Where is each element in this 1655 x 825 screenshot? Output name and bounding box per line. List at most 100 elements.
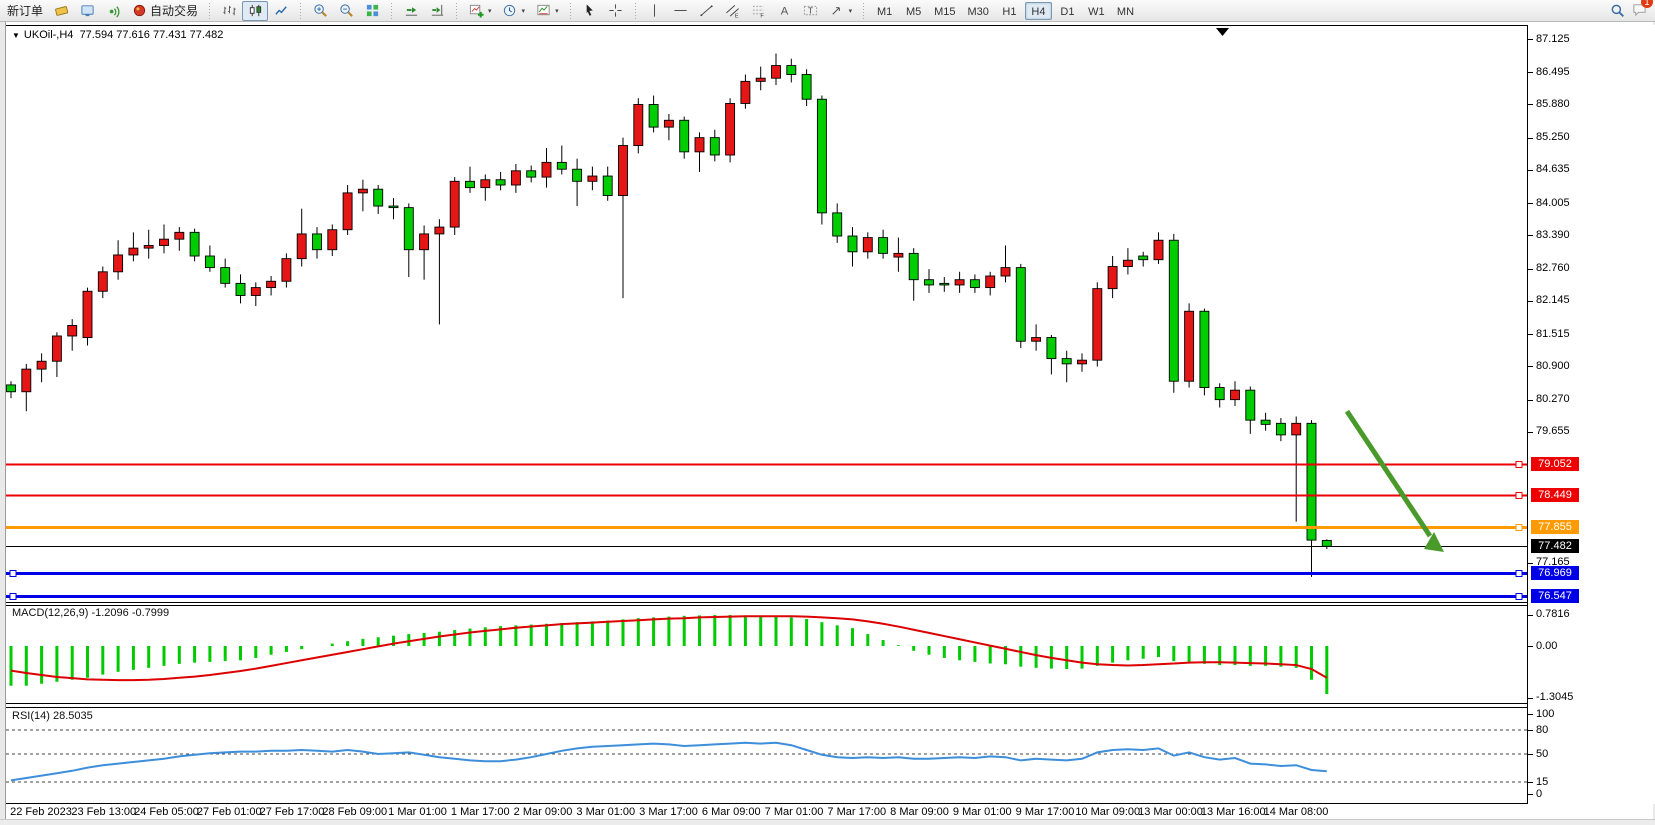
vertical-line-button[interactable]	[642, 1, 668, 21]
candle-body	[526, 170, 537, 178]
price-tick	[1528, 39, 1533, 40]
periods-button[interactable]: ▾	[497, 1, 531, 21]
text-button[interactable]: A	[772, 1, 798, 21]
rsi-panel[interactable]	[6, 707, 1527, 804]
equidistant-channel-button[interactable]: E	[720, 1, 746, 21]
candle-body	[82, 290, 93, 339]
timeframe-button-h1[interactable]: H1	[1002, 5, 1017, 18]
candle-body	[159, 238, 169, 246]
toolbar-separator	[632, 2, 638, 19]
time-axis[interactable]: 22 Feb 2023 23 Feb 13:00 24 Feb 05:00 27 Fe…	[6, 804, 1527, 819]
periods-caret-icon[interactable]: ▾	[521, 7, 526, 15]
price-tick	[1528, 235, 1533, 237]
timeframe-button-d1[interactable]: D1	[1060, 5, 1075, 18]
candle-body	[266, 280, 277, 289]
auto-scroll-button[interactable]	[398, 1, 424, 21]
market-watch-button[interactable]	[74, 1, 100, 21]
timeframe-button-mn[interactable]: MN	[1116, 5, 1135, 18]
price-tick	[1528, 169, 1533, 171]
candle-body	[541, 161, 552, 178]
templates-button[interactable]: ▾	[530, 1, 564, 21]
time-axis-label: 27 Feb 17:00	[259, 806, 325, 818]
price-axis[interactable]: 87.125 86.495 85.880 85.250 84.635 84.005 83.3…	[1527, 25, 1655, 804]
notification-badge: 1	[1641, 0, 1653, 9]
trendline-button[interactable]	[694, 1, 720, 21]
timeframe-button-m1[interactable]: M1	[876, 5, 893, 18]
candle-body	[21, 368, 32, 393]
candle-body	[939, 282, 950, 286]
arrows-button[interactable]: ▾	[824, 1, 858, 21]
templates-caret-icon[interactable]: ▾	[555, 7, 559, 15]
line-chart-icon	[273, 3, 289, 19]
toolbar-separator	[454, 2, 460, 19]
fibonacci-button[interactable]: F	[746, 1, 772, 21]
macd-signal-line	[10, 615, 1328, 682]
candle-body	[1291, 422, 1302, 436]
price-tick-label: 82.760	[1536, 262, 1570, 275]
candle-body	[434, 226, 445, 235]
rsi-label: RSI(14) 28.5035	[12, 710, 93, 722]
price-tick	[1528, 203, 1533, 205]
timeframe-button-m15[interactable]: M15	[934, 5, 956, 18]
price-tick-label: 82.145	[1536, 294, 1570, 307]
candle-body	[709, 137, 720, 156]
price-chart-panel[interactable]	[6, 25, 1527, 603]
arrows-caret-icon[interactable]: ▾	[848, 7, 853, 15]
price-tick-label: 77.165	[1536, 556, 1570, 569]
price-tick	[1528, 137, 1533, 139]
horizontal-line-button[interactable]	[668, 1, 694, 21]
tile-windows-button[interactable]	[359, 1, 385, 21]
candle-body	[1153, 239, 1164, 261]
text-label-button[interactable]: T	[798, 1, 824, 21]
new-order-button[interactable]: 新订单	[2, 1, 48, 21]
toolbar-separator	[298, 2, 304, 19]
add-indicator-button[interactable]: ▾	[463, 1, 497, 21]
cursor-button[interactable]	[577, 1, 603, 21]
chart-shift-button[interactable]	[424, 1, 450, 21]
equidistant-channel-icon: E	[725, 3, 741, 19]
candle-body	[327, 229, 338, 251]
price-tick	[1528, 697, 1533, 699]
candle-body	[878, 237, 889, 254]
search-icon[interactable]	[1609, 3, 1625, 19]
zoom-in-button[interactable]	[307, 1, 333, 21]
price-tick	[1528, 104, 1533, 106]
candle-body	[771, 65, 781, 79]
candle-body	[143, 245, 154, 249]
add-indicator-caret-icon[interactable]: ▾	[488, 7, 492, 15]
crosshair-button[interactable]	[603, 1, 629, 21]
timeframe-button-m5[interactable]: M5	[905, 5, 922, 18]
chart-shift-icon	[429, 3, 445, 19]
data-window-button[interactable]	[48, 1, 74, 21]
candle-body	[388, 205, 399, 209]
timeframe-button-m30[interactable]: M30	[967, 5, 989, 18]
autotrading-button[interactable]: 自动交易	[126, 1, 203, 21]
price-tick-label: 84.635	[1536, 163, 1570, 176]
notifications-button[interactable]: 1	[1631, 0, 1653, 20]
price-tick	[1528, 730, 1533, 731]
signal-button[interactable]	[100, 1, 126, 21]
market-watch-icon	[79, 3, 95, 19]
price-tick	[1528, 334, 1533, 336]
candle-body	[740, 80, 751, 104]
price-tick-label: 87.125	[1536, 32, 1570, 45]
line-chart-button[interactable]	[268, 1, 294, 21]
svg-text:T: T	[808, 5, 813, 15]
text-label-icon: T	[803, 3, 819, 19]
chart-ohlc-values: 77.594 77.616 77.431 77.482	[79, 29, 224, 41]
timeframe-button-h4[interactable]: H4	[1024, 1, 1052, 20]
price-tick	[1528, 268, 1533, 270]
zoom-out-button[interactable]	[333, 1, 359, 21]
time-axis-label: 23 Feb 13:00	[71, 806, 137, 818]
one-click-toggle-icon[interactable]: ▼	[12, 31, 20, 40]
bar-chart-button[interactable]	[216, 1, 242, 21]
candlestick-chart-button[interactable]	[242, 0, 269, 21]
candle-body	[954, 279, 965, 286]
candle-body	[449, 180, 460, 228]
candle-body	[1321, 539, 1332, 547]
timeframe-button-w1[interactable]: W1	[1088, 5, 1105, 18]
line-anchor-handle	[1515, 461, 1523, 468]
line-anchor-handle	[1515, 570, 1523, 577]
macd-panel[interactable]	[6, 605, 1527, 704]
candle-body	[694, 137, 705, 153]
